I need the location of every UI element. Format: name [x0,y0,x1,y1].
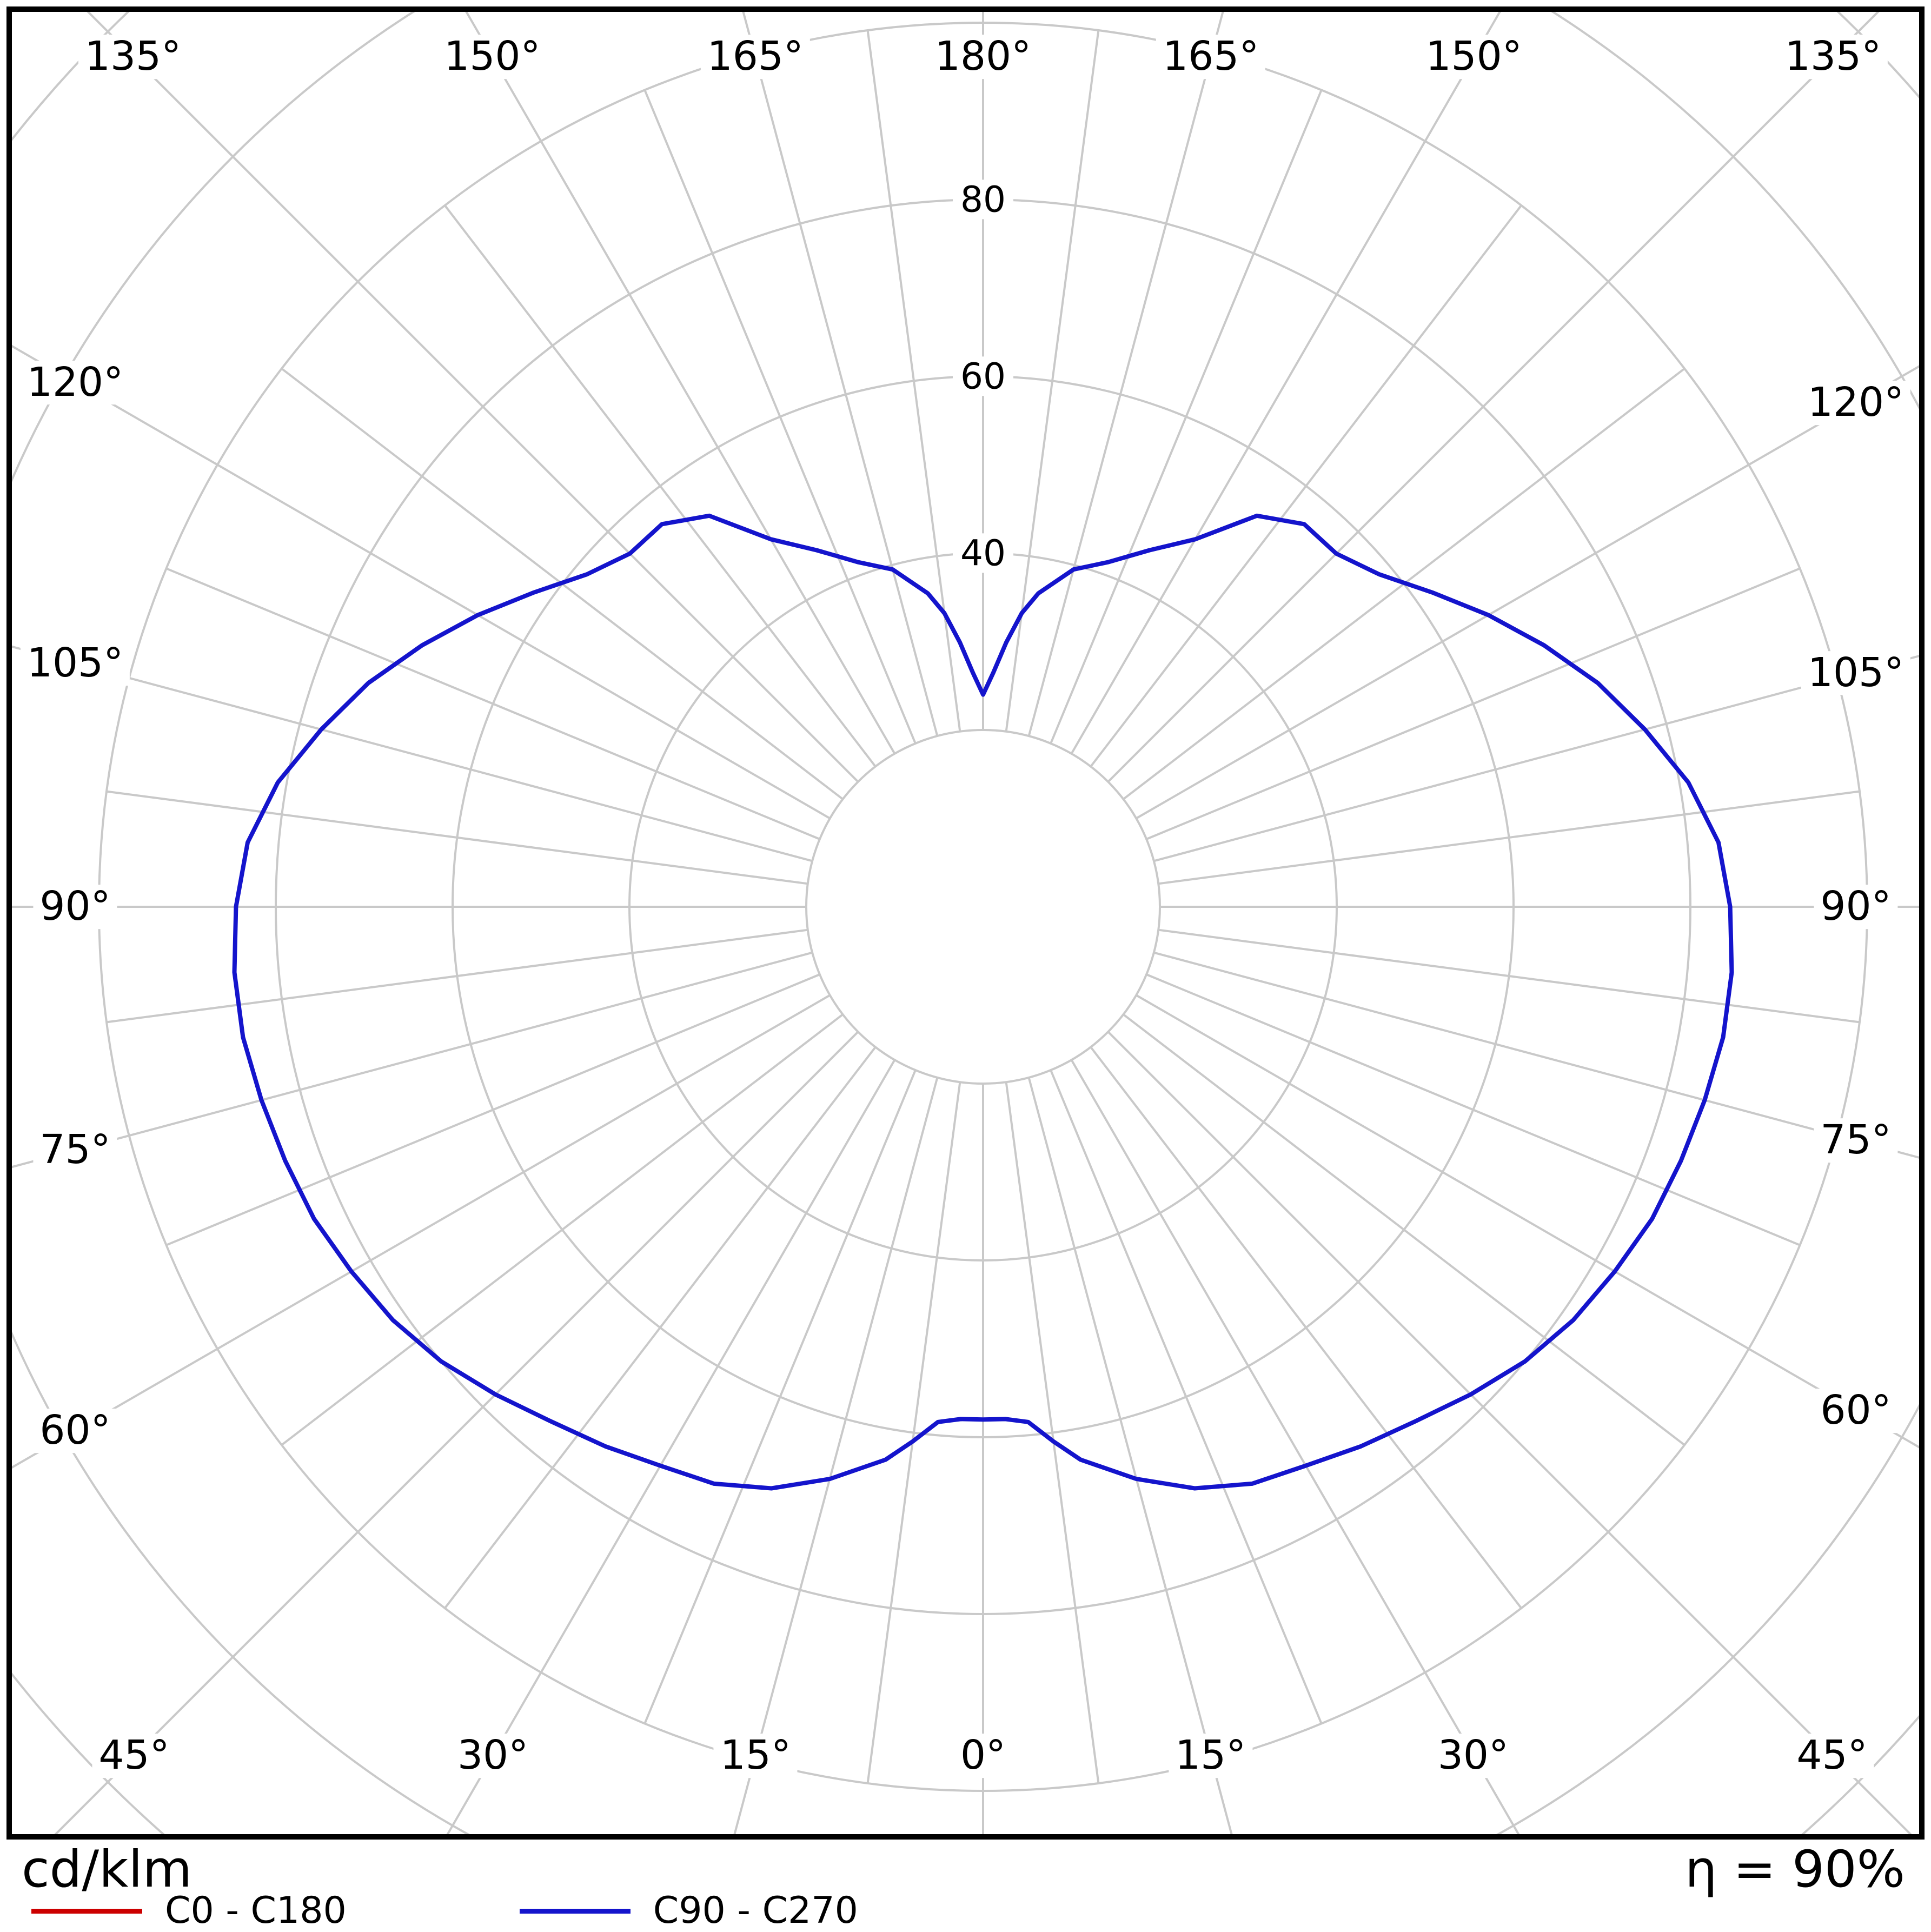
angle-label: 120° [1801,381,1911,425]
grid-spoke-major [1107,12,1880,783]
grid-spoke-minor [1005,30,1100,732]
grid-spoke-major [1027,1077,1233,1834]
radial-tick-label: 60 [953,356,1013,396]
polar-photometric-chart: 0° 15° 15° 30° 30° 45° 45° 60° 60° 75° 75° 90° 90° 10… [6,6,1925,1840]
angle-label: 30° [450,1734,535,1778]
angle-label: 15° [1169,1734,1253,1778]
angle-label: 105° [1801,650,1911,695]
grid-spoke-minor [1146,567,1801,840]
grid-spoke-major [87,12,859,783]
grid-spoke-major [12,994,831,1469]
grid-spoke-minor [1005,1081,1100,1784]
grid-spoke-minor [1158,928,1860,1024]
angle-label: 45° [1790,1734,1874,1778]
angle-label: 135° [78,35,188,79]
grid-spoke-minor [281,1013,844,1446]
grid-spoke-major [12,645,813,862]
grid-spoke-major [446,1059,896,1834]
grid-spoke-minor [1158,790,1860,885]
grid-spoke-major [12,951,813,1169]
legend-label-c90-c270: C90 - C270 [653,1889,858,1932]
grid-spoke-major [1107,1031,1912,1834]
grid-spoke-minor [1050,1070,1323,1724]
grid-spoke-major [465,12,896,754]
grid-spoke-major [1153,951,1919,1159]
angle-label: 165° [700,35,810,79]
angle-label: 105° [20,641,130,686]
legend-item-c90-c270: C90 - C270 [519,1889,858,1932]
grid-spoke-minor [1050,89,1323,744]
angle-label: 0° [953,1734,1013,1778]
angle-label: 45° [92,1734,176,1778]
angle-label: 150° [1419,35,1529,79]
legend-label-c0-c180: C0 - C180 [165,1889,347,1932]
grid-spoke-minor [444,1046,877,1609]
grid-spoke-major [1136,365,1919,820]
grid-spoke-major [12,344,831,820]
angle-label: 60° [1814,1388,1898,1433]
angle-label: 30° [1431,1734,1516,1778]
grid-circle [12,12,1919,1834]
grid-spoke-major [54,1031,859,1834]
legend-swatch-blue-line [519,1908,631,1914]
angle-label: 15° [713,1734,798,1778]
chart-legend: C0 - C180 C90 - C270 [31,1893,858,1929]
grid-spoke-minor [866,1081,961,1784]
grid-spoke-major [1153,655,1919,862]
grid-spoke-minor [643,1070,917,1724]
angle-label: 90° [33,885,117,929]
grid-spoke-minor [106,790,808,885]
grid-spoke-minor [165,973,820,1246]
grid-spoke-major [1027,12,1224,736]
legend-item-c0-c180: C0 - C180 [31,1893,347,1929]
angle-label: 60° [33,1409,117,1453]
angle-label: 135° [1778,35,1888,79]
radial-tick-label: 40 [953,533,1013,573]
grid-circle [805,729,1161,1085]
polar-grid-svg [12,12,1919,1834]
grid-spoke-major [1070,1059,1520,1834]
grid-spoke-major [733,1077,939,1834]
grid-circle [12,12,1919,1834]
angle-label: 75° [1814,1118,1898,1163]
grid-spoke-major [1136,994,1919,1449]
legend-swatch-red-line [31,1908,142,1914]
angle-label: 180° [928,35,1038,79]
grid-spoke-major [1070,12,1501,754]
angle-label: 90° [1814,885,1898,929]
grid-spoke-major [742,12,939,736]
grid-spoke-minor [106,928,808,1024]
angle-label: 150° [437,35,547,79]
efficiency-label: η = 90% [1684,1840,1905,1899]
grid-spoke-minor [444,204,877,767]
angle-label: 165° [1156,35,1266,79]
grid-spoke-minor [643,89,917,744]
grid-spoke-minor [1123,1013,1686,1446]
grid-spoke-minor [1090,204,1522,767]
grid-spoke-minor [1146,973,1801,1246]
angle-label: 120° [20,360,130,405]
grid-spoke-minor [165,567,820,840]
grid-spoke-minor [866,30,961,732]
angle-label: 75° [33,1128,117,1172]
grid-spoke-minor [1090,1046,1522,1609]
curve-c90-c270 [232,513,1734,1491]
radial-tick-label: 80 [953,180,1013,220]
units-label: cd/klm [22,1840,193,1899]
